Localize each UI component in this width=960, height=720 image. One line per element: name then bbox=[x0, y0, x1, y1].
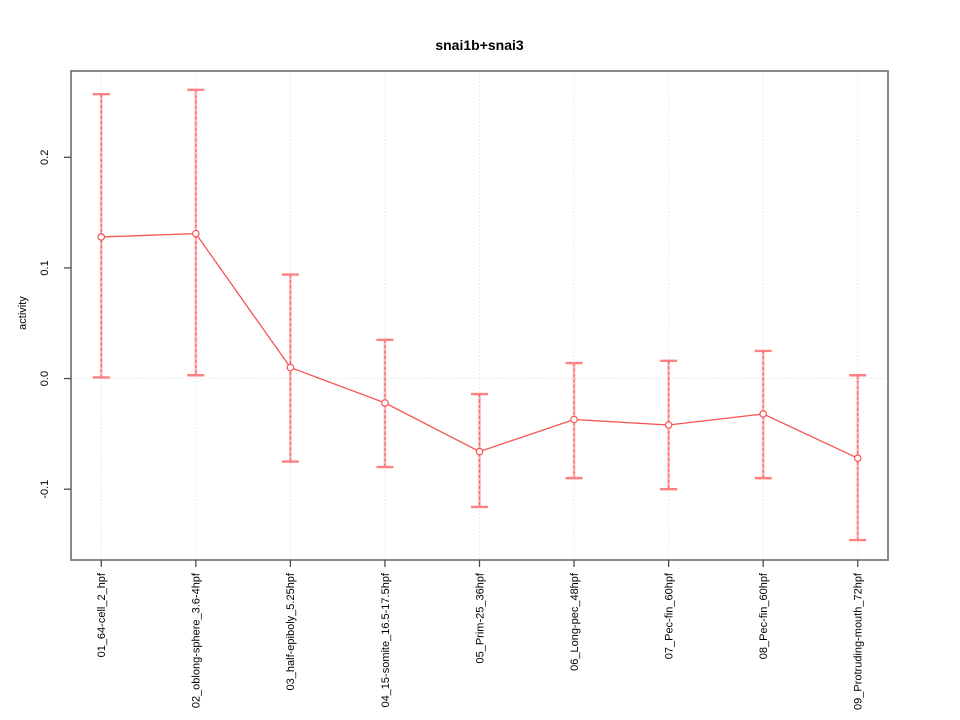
x-tick-label: 02_oblong-sphere_3.6-4hpf bbox=[191, 572, 203, 708]
x-tick-label: 07_Pec-fin_60hpf bbox=[663, 572, 675, 659]
data-point bbox=[475, 447, 484, 456]
data-point bbox=[759, 410, 767, 418]
data-point bbox=[97, 233, 106, 241]
x-tick-label: 08_Pec-fin_60hpf bbox=[758, 572, 770, 659]
x-tick-label: 04_15-somite_16.5-17.5hpf bbox=[380, 572, 392, 707]
data-point bbox=[570, 415, 578, 424]
y-tick-label: 0.2 bbox=[39, 150, 51, 165]
y-tick-label: 0.0 bbox=[39, 371, 51, 386]
x-tick-label: 09_Protruding-mouth_72hpf bbox=[853, 572, 865, 710]
data-point bbox=[664, 421, 673, 429]
data-point bbox=[286, 363, 295, 372]
data-point bbox=[381, 399, 389, 407]
x-tick-label: 03_half-epiboly_5.25hpf bbox=[285, 572, 297, 690]
chart-title: snai1b+snai3 bbox=[435, 37, 524, 53]
data-point bbox=[853, 454, 862, 463]
y-tick-label: 0.1 bbox=[39, 260, 51, 275]
x-tick-label: 05_Prim-25_36hpf bbox=[474, 572, 486, 663]
data-point bbox=[192, 229, 200, 238]
x-tick-label: 01_64-cell_2_hpf bbox=[96, 572, 108, 657]
y-tick-label: -0.1 bbox=[39, 480, 51, 499]
x-tick-label: 06_Long-pec_48hpf bbox=[569, 572, 581, 671]
